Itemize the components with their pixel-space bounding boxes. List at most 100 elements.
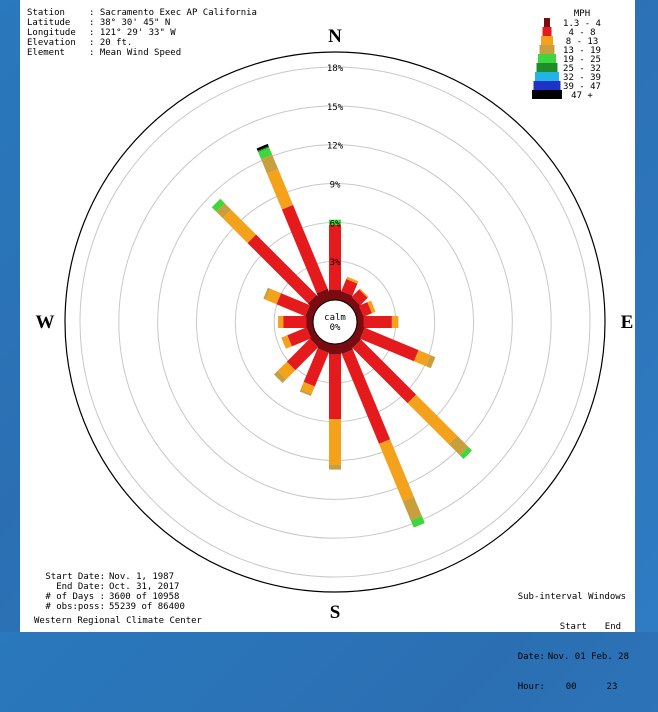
ring-label: 3% — [330, 258, 341, 268]
station-value: Sacramento Exec AP California — [99, 8, 257, 18]
rose-bar-segment — [459, 446, 472, 459]
period-info: Start Date: Nov. 1, 1987 End Date: Oct. 31,… — [27, 572, 185, 612]
station-row: Elevation: 20 ft. — [27, 38, 257, 48]
station-row: Station: Sacramento Exec AP California — [27, 8, 257, 18]
legend-swatch — [536, 63, 558, 72]
calm-label: calm — [324, 313, 346, 323]
ring-label: 15% — [327, 103, 344, 113]
legend-bin-label: 19 - 25 — [563, 55, 601, 65]
grid-ring — [118, 105, 552, 539]
legend-bin-label: 39 - 47 — [563, 82, 601, 92]
grid-ring — [157, 144, 513, 500]
rose-bar-segment — [359, 302, 372, 317]
period-row: # of Days : 3600 of 10958 — [27, 592, 185, 602]
hour-end: 23 — [606, 682, 618, 692]
legend-bin-label: 47 + — [571, 91, 593, 101]
subinterval-title: Sub-interval Windows — [517, 592, 627, 602]
separator: : — [89, 38, 100, 48]
wind-rose-panel: Station: Sacramento Exec AP California La… — [20, 0, 635, 692]
station-value: 121° 29' 33" W — [99, 28, 176, 38]
rose-bar-segment — [414, 350, 431, 367]
legend-bin-label: 1.3 - 4 — [563, 19, 601, 29]
rose-bar-segment — [265, 288, 282, 305]
legend-bin-label: 32 - 39 — [563, 73, 601, 83]
rose-bar-segment — [379, 439, 414, 502]
legend-bin-label: 8 - 13 — [566, 37, 599, 47]
rose-bar-segment — [407, 394, 458, 445]
direction-e-label: E — [621, 312, 634, 333]
hour-label: Hour: — [517, 682, 545, 692]
rose-bar-segment — [360, 327, 419, 362]
direction-s-label: S — [330, 602, 341, 623]
rose-bar-segment — [286, 338, 319, 371]
rose-bar-segment — [258, 147, 273, 160]
credit-text: Western Regional Climate Center — [34, 616, 202, 626]
rose-bar-segment — [426, 355, 436, 369]
rose-bar-segment — [267, 169, 293, 210]
ring-label: 6% — [330, 219, 341, 229]
separator: : — [89, 8, 100, 18]
ring-label: 18% — [327, 64, 344, 74]
subinterval-info: Sub-interval Windows Start End Date: Nov. … — [518, 572, 629, 712]
rose-bar-segment — [391, 316, 399, 328]
rose-bar-segment — [357, 316, 364, 328]
period-key: # of Days : — [45, 592, 105, 602]
legend-swatch — [535, 72, 559, 81]
rose-bar-segment — [274, 370, 287, 383]
separator: : — [89, 48, 100, 58]
rose-bar-segment — [222, 209, 256, 243]
legend-bin-label: 13 - 19 — [563, 46, 601, 56]
rose-bar-segment — [276, 293, 310, 317]
rose-bar-segment — [410, 515, 425, 528]
period-value: Nov. 1, 1987 — [109, 572, 175, 582]
rose-bar-segment — [257, 146, 270, 153]
rose-bar-segment — [303, 348, 329, 387]
date-end: Feb. 28 — [591, 652, 629, 662]
hour-start: 00 — [565, 682, 577, 692]
period-value: 55239 of 86400 — [109, 602, 185, 612]
rose-bar-segment — [367, 300, 376, 314]
rose-bar-segment — [247, 234, 317, 304]
rose-bar-segment — [363, 316, 392, 328]
station-key: Elevation — [27, 38, 76, 48]
separator: : — [89, 28, 100, 38]
rose-bar-segment — [299, 389, 312, 396]
subinterval-col-end: End — [604, 622, 622, 632]
rose-bar-segment — [351, 289, 368, 306]
station-row: Latitude: 38° 30' 45" N — [27, 18, 257, 28]
legend-swatch — [544, 18, 550, 27]
legend-swatch — [539, 45, 555, 54]
rose-bar-segment — [287, 327, 311, 347]
station-value: Mean Wind Speed — [99, 48, 182, 58]
legend-swatch — [538, 54, 556, 63]
calm-circle — [312, 299, 358, 345]
rose-bar-segment — [329, 419, 341, 465]
station-value: 38° 30' 45" N — [99, 18, 171, 28]
rose-bar-segment — [448, 435, 469, 456]
period-key: End Date: — [56, 582, 105, 592]
rose-bar-segment — [359, 288, 369, 298]
legend-title: MPH — [574, 9, 590, 19]
legend-swatch — [541, 36, 553, 45]
rose-bar-segment — [329, 224, 341, 290]
period-row: # obs:poss: 55239 of 86400 — [27, 602, 185, 612]
date-label: Date: — [517, 652, 545, 662]
station-row: Longitude: 121° 29' 33" W — [27, 28, 257, 38]
rose-bar-segment — [346, 276, 359, 284]
period-row: Start Date: Nov. 1, 1987 — [27, 572, 185, 582]
rose-bar-segment — [281, 204, 328, 294]
rose-bar-segment — [402, 496, 422, 521]
rose-bar-segment — [300, 381, 315, 394]
station-key: Longitude — [27, 28, 76, 38]
calm-value: 0% — [330, 323, 341, 333]
legend-swatch — [532, 90, 562, 99]
legend-swatch — [533, 81, 561, 90]
station-key: Element — [27, 48, 65, 58]
legend-bin-label: 4 - 8 — [568, 28, 595, 38]
rose-bar-segment — [341, 349, 391, 444]
period-value: 3600 of 10958 — [109, 592, 180, 602]
direction-w-label: W — [36, 312, 55, 333]
rose-bar-segment — [337, 340, 353, 355]
station-value: 20 ft. — [99, 38, 133, 48]
rose-bar-segment — [316, 288, 333, 304]
